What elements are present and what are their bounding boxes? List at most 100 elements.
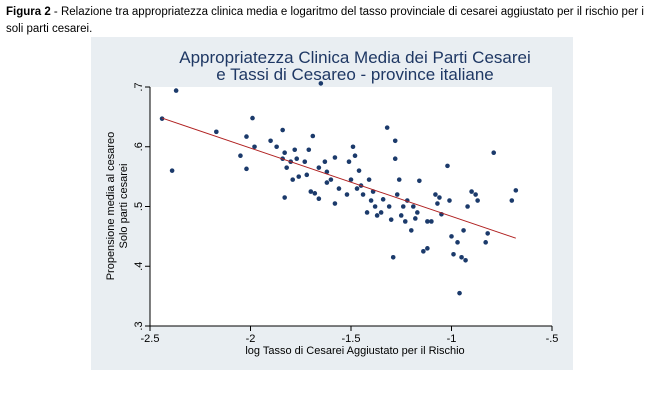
data-point (386, 204, 392, 209)
data-point (318, 81, 324, 86)
x-tick-label: -.5 (546, 333, 559, 345)
data-point (294, 156, 300, 161)
data-point (328, 177, 334, 182)
data-point (378, 210, 384, 215)
data-point (509, 198, 515, 203)
data-point (451, 252, 456, 257)
data-point (364, 210, 370, 215)
x-tick-label: -2.5 (141, 333, 160, 345)
data-point (457, 290, 462, 296)
y-axis-label-line-2: Solo parti cesarei (118, 164, 130, 249)
fit-line (161, 117, 516, 239)
data-point (348, 177, 354, 182)
data-point (368, 198, 374, 203)
data-point (437, 195, 442, 200)
data-point (483, 240, 488, 245)
data-point (312, 191, 318, 196)
data-point (252, 144, 257, 150)
data-point (491, 150, 497, 156)
data-point (214, 129, 219, 135)
data-point (469, 189, 474, 194)
data-point (409, 228, 414, 233)
data-point (352, 153, 358, 159)
data-point (268, 138, 273, 144)
data-point (250, 115, 255, 121)
data-point (396, 177, 402, 182)
y-axis-label-line-1: Propensione media al cesareo (105, 132, 117, 281)
data-point (435, 201, 440, 206)
data-point (238, 153, 243, 159)
data-point (411, 204, 416, 209)
data-point (159, 116, 165, 121)
data-point (461, 228, 466, 233)
data-point (308, 189, 314, 194)
data-points (159, 81, 519, 296)
data-point (413, 216, 418, 221)
data-point (324, 180, 330, 185)
figure-caption: Figura 2 - Relazione tra appropriatezza … (6, 4, 661, 38)
data-point (463, 257, 468, 263)
data-point (392, 156, 398, 161)
data-point (274, 144, 279, 150)
data-point (169, 168, 175, 173)
y-tick-label: .3 (133, 321, 145, 330)
data-point (394, 192, 400, 197)
data-point (417, 178, 422, 184)
data-point (445, 163, 450, 169)
data-point (280, 127, 285, 133)
data-point (282, 150, 287, 156)
data-point (390, 254, 396, 260)
data-point (380, 197, 386, 202)
data-point (485, 231, 490, 236)
data-point (425, 219, 430, 224)
data-point (473, 192, 478, 197)
plot-area (150, 87, 552, 326)
data-point (398, 213, 404, 218)
data-point (316, 165, 322, 170)
data-point (415, 210, 420, 215)
y-axis: .3 .4 .5 .6 .7 (133, 82, 151, 331)
data-point (449, 234, 454, 239)
data-point (360, 192, 366, 197)
data-point (310, 133, 316, 139)
data-point (322, 159, 328, 164)
chart-title-line-2: e Tassi di Cesareo - province italiane (216, 65, 494, 84)
data-point (244, 166, 249, 172)
data-point (350, 144, 356, 150)
data-point (447, 198, 452, 203)
x-axis-label: log Tasso di Cesarei Aggiustato per il R… (245, 345, 464, 357)
data-point (284, 165, 289, 170)
data-point (421, 249, 426, 254)
data-point (372, 204, 378, 209)
data-point (306, 147, 312, 153)
y-tick-label: .6 (133, 142, 145, 151)
data-point (336, 186, 342, 191)
data-point (290, 177, 296, 182)
data-point (332, 155, 338, 160)
x-tick-label: -1 (447, 333, 457, 345)
y-tick-label: .7 (133, 82, 145, 91)
data-point (402, 219, 408, 224)
data-point (354, 186, 360, 191)
y-tick-label: .5 (133, 202, 145, 211)
data-point (244, 134, 249, 139)
x-axis: -2.5 -2 -1.5 -1 -.5 (141, 325, 559, 345)
data-point (296, 174, 302, 179)
data-point (282, 195, 287, 200)
fit-line-group (161, 117, 516, 239)
y-tick-label: .4 (133, 262, 145, 271)
data-point (344, 192, 350, 197)
data-point (332, 201, 338, 206)
data-point (513, 188, 519, 193)
data-point (324, 169, 330, 175)
data-point (465, 204, 470, 209)
x-tick-label: -1.5 (342, 333, 361, 345)
data-point (433, 192, 438, 197)
data-point (302, 159, 308, 164)
data-point (346, 159, 352, 164)
x-tick-label: -2 (246, 333, 256, 345)
data-point (475, 198, 480, 203)
data-point (459, 254, 464, 260)
data-point (384, 125, 390, 130)
data-point (173, 88, 179, 93)
